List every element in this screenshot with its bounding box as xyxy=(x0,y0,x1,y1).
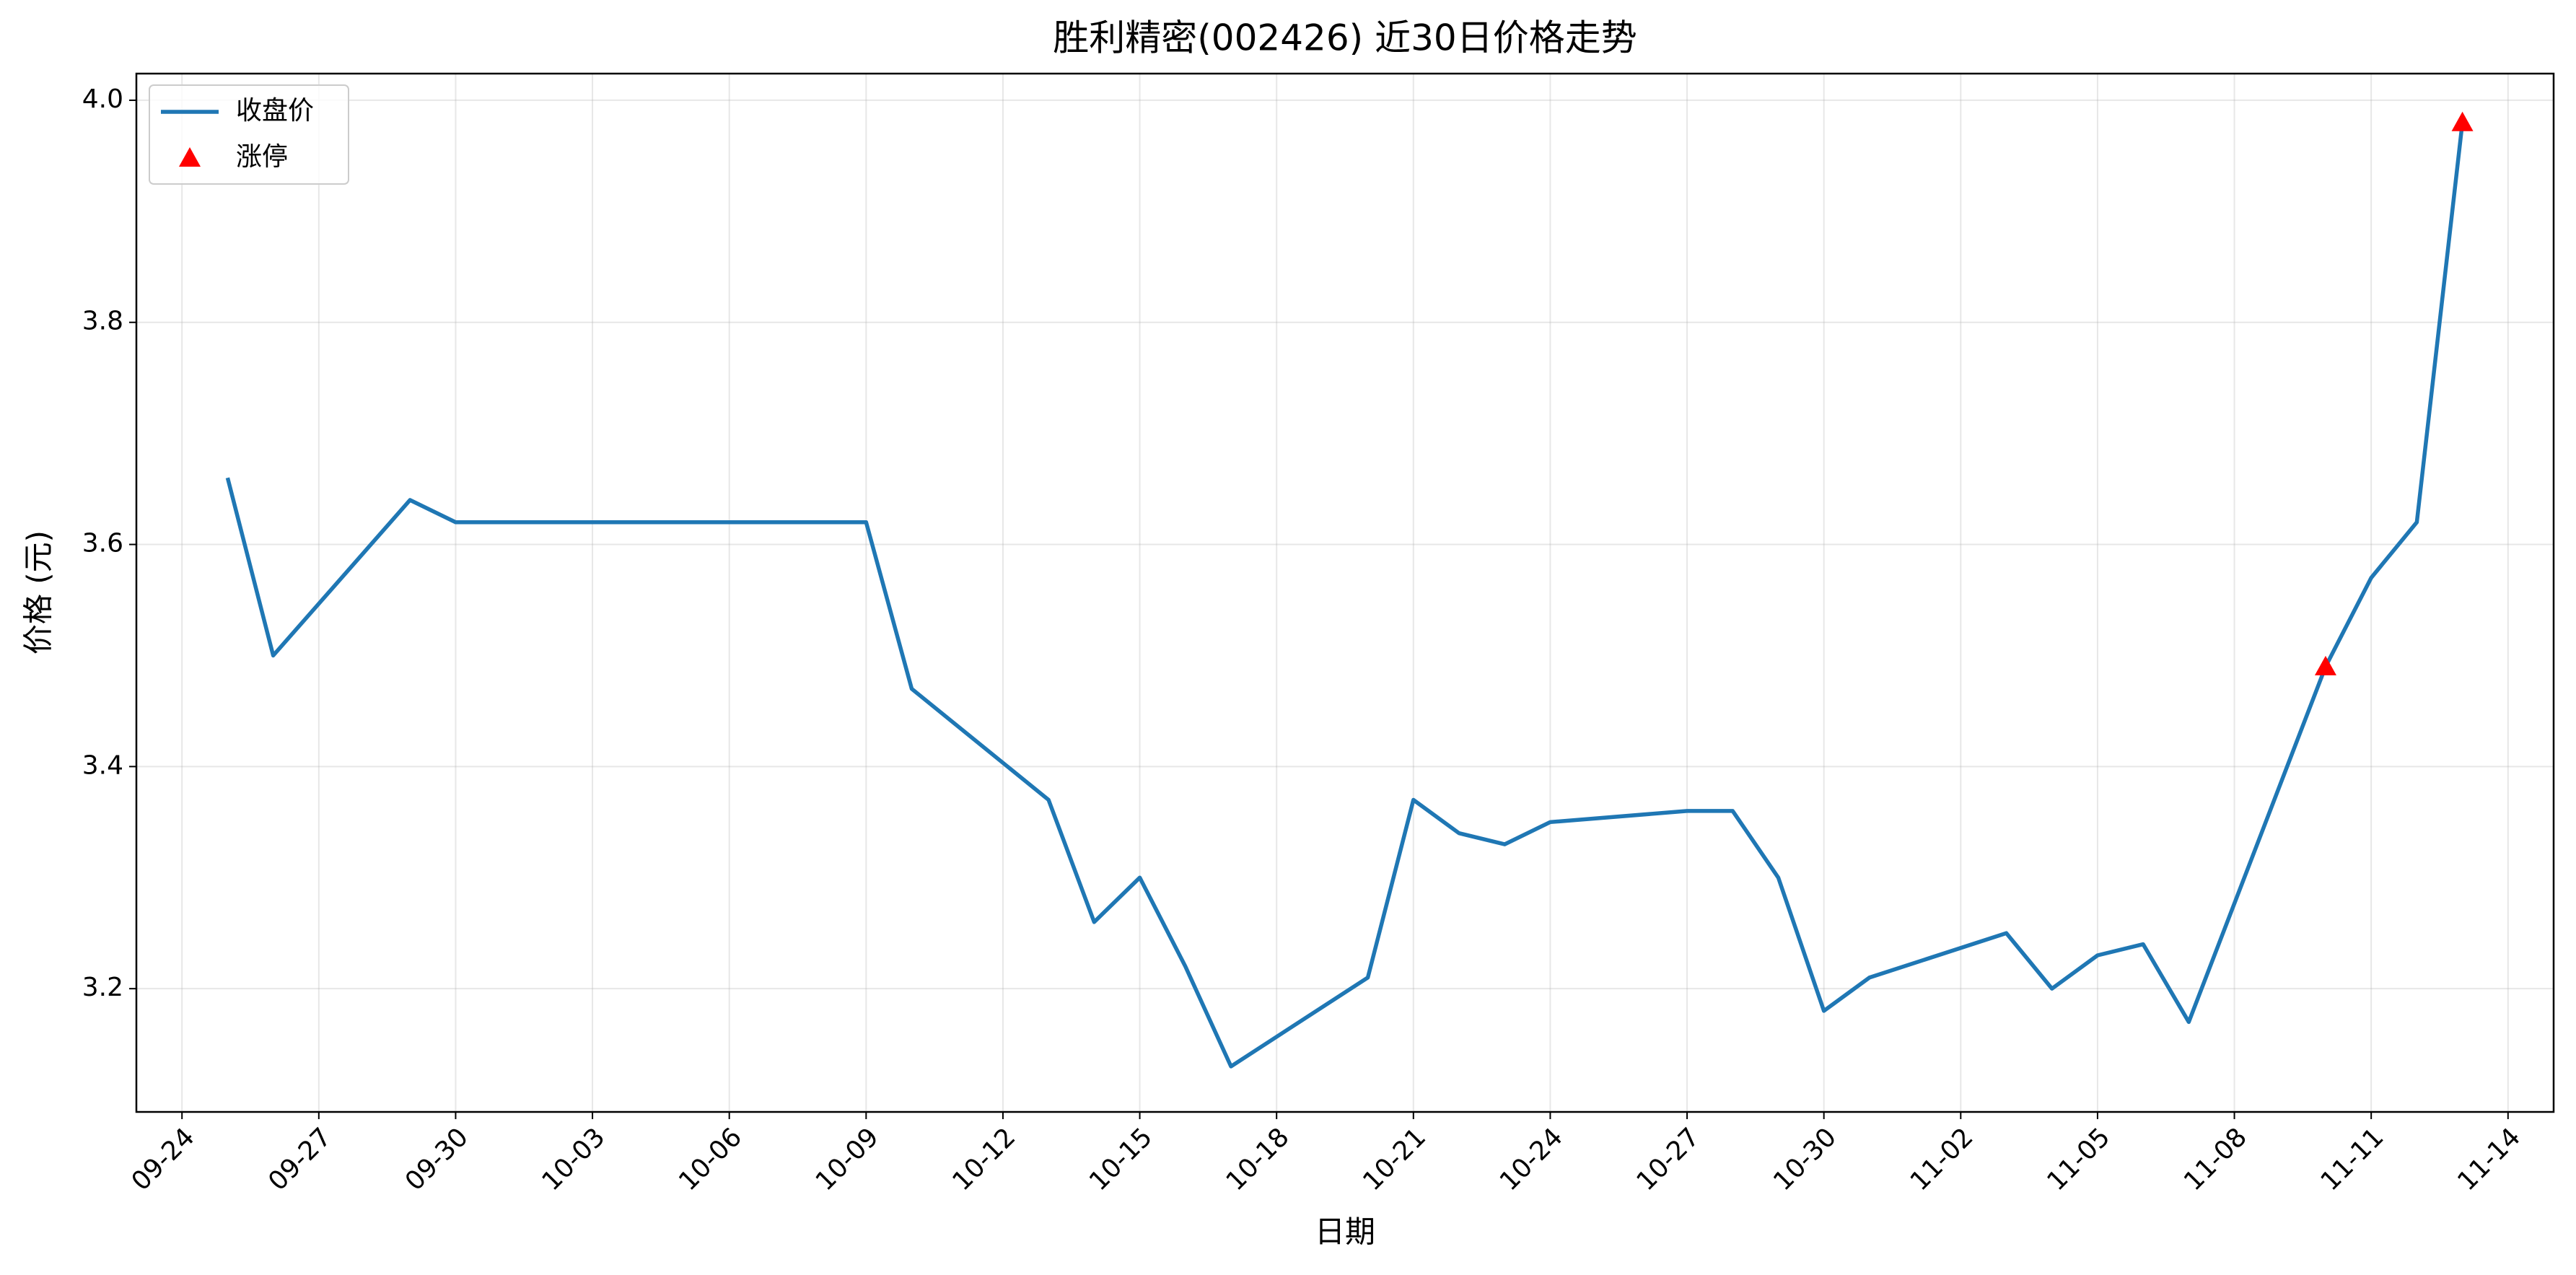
y-tick-label: 3.8 xyxy=(82,307,123,336)
limit-up-marker xyxy=(2451,111,2474,131)
chart-title: 胜利精密(002426) 近30日价格走势 xyxy=(1053,17,1637,59)
y-tick-label: 3.4 xyxy=(82,750,123,780)
plot-frame xyxy=(135,72,2555,1113)
legend-label: 收盘价 xyxy=(236,96,314,126)
legend-marker xyxy=(179,147,201,167)
limit-up-marker xyxy=(2314,655,2336,675)
y-axis-label: 价格 (元) xyxy=(21,530,56,654)
x-axis-label: 日期 xyxy=(1315,1214,1375,1250)
y-tick-label: 4.0 xyxy=(82,84,123,114)
legend-label: 涨停 xyxy=(236,142,288,172)
y-tick-label: 3.6 xyxy=(82,529,123,558)
y-tick-label: 3.2 xyxy=(82,973,123,1002)
price-line xyxy=(225,122,2465,1069)
